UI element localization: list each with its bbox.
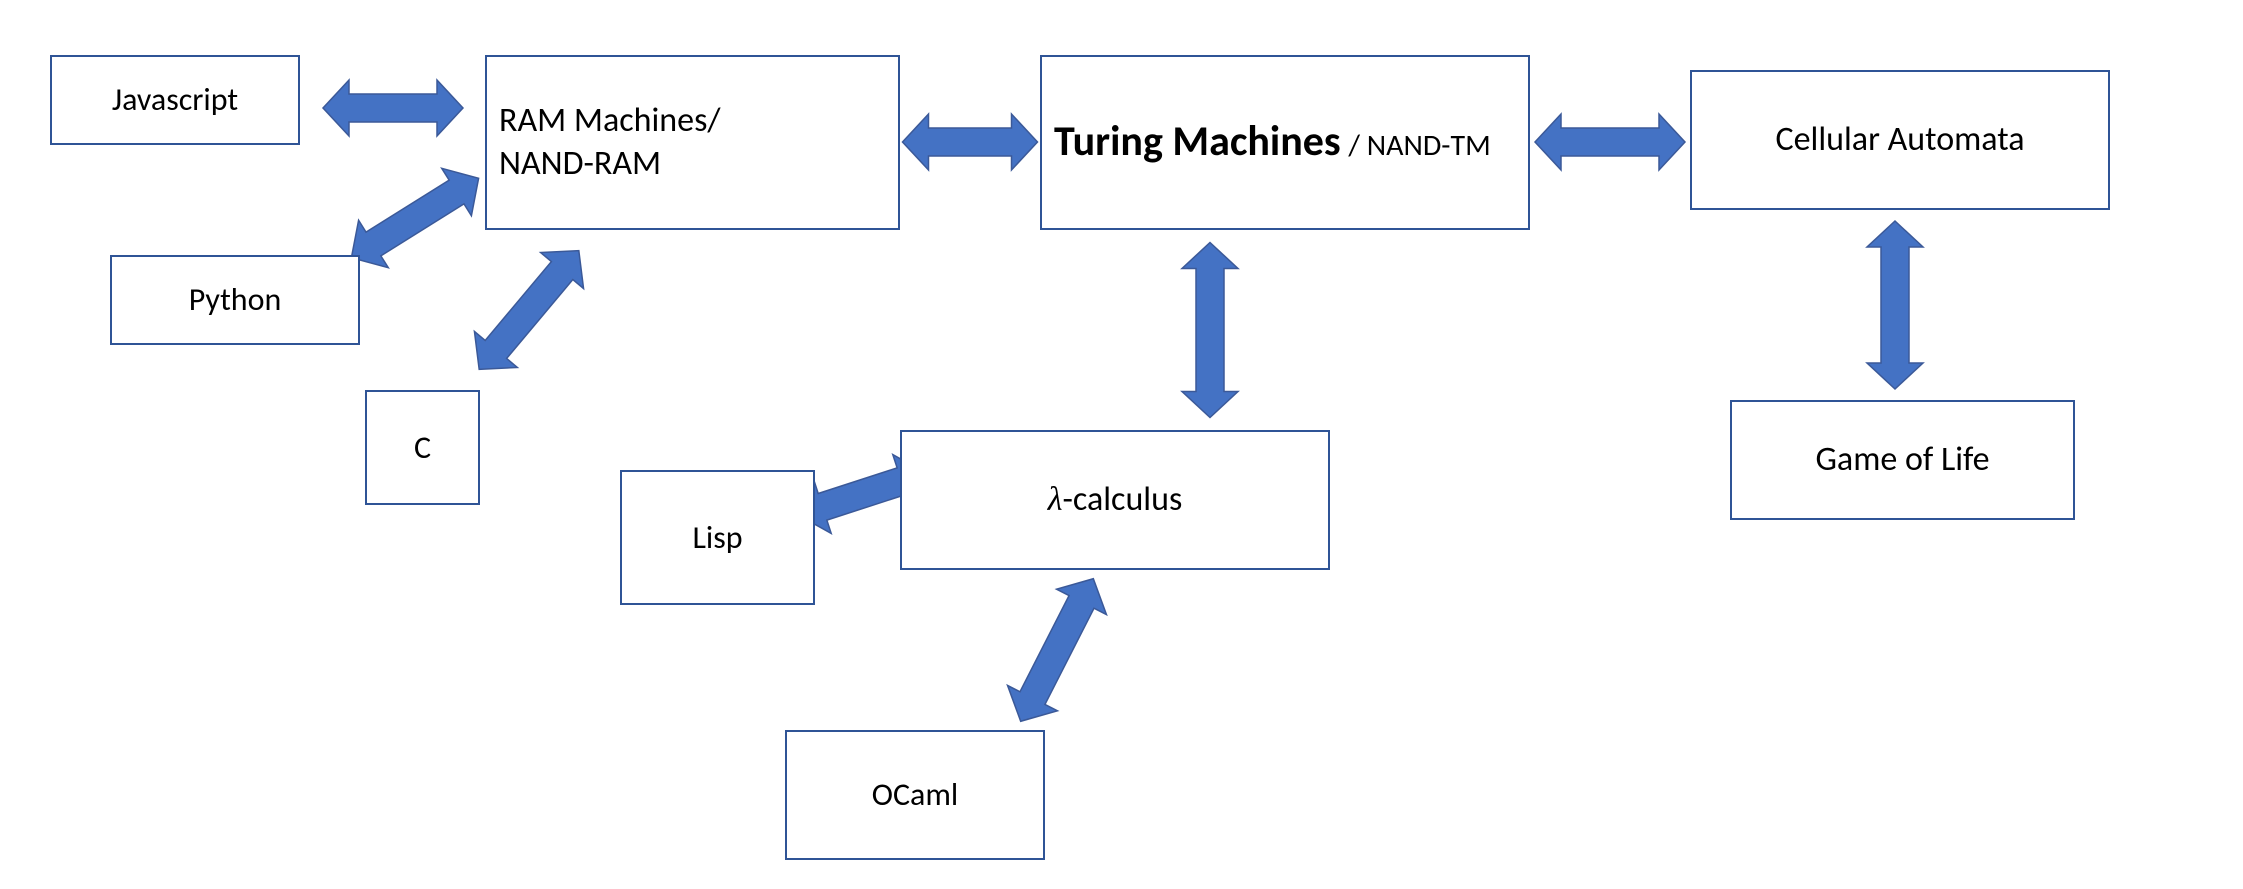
node-turing: Turing Machines / NAND-TM (1040, 55, 1530, 230)
node-gol: Game of Life (1730, 400, 2075, 520)
edge-ocaml-lambda (996, 566, 1119, 734)
edge-turing-cell (1535, 114, 1685, 170)
double-arrow-icon (1535, 114, 1685, 170)
node-label-ram: RAM Machines/NAND-RAM (499, 100, 886, 185)
edge-python-ram (337, 155, 494, 282)
double-arrow-icon (337, 155, 494, 282)
node-label-ocaml: OCaml (799, 775, 1031, 815)
edge-cell-gol (1867, 221, 1923, 389)
node-python: Python (110, 255, 360, 345)
node-label-lambda: λ-calculus (914, 479, 1316, 522)
diagram-canvas: Javascript Python C RAM Machines/NAND-RAM Tu… (0, 0, 2243, 889)
node-label-python: Python (124, 280, 346, 320)
double-arrow-icon (323, 80, 463, 136)
node-ocaml: OCaml (785, 730, 1045, 860)
edge-turing-lambda (1182, 243, 1238, 418)
edge-c-ram (458, 233, 601, 388)
node-label-lisp: Lisp (634, 518, 801, 558)
double-arrow-icon (1867, 221, 1923, 389)
edge-ram-turing (903, 114, 1038, 170)
node-lambda: λ-calculus (900, 430, 1330, 570)
node-cellular: Cellular Automata (1690, 70, 2110, 210)
edge-js-ram (323, 80, 463, 136)
node-c: C (365, 390, 480, 505)
double-arrow-icon (458, 233, 601, 388)
double-arrow-icon (1182, 243, 1238, 418)
node-ram: RAM Machines/NAND-RAM (485, 55, 900, 230)
node-label-gol: Game of Life (1744, 439, 2061, 482)
node-label-c: C (379, 428, 466, 468)
node-label-javascript: Javascript (64, 80, 286, 120)
node-label-turing: Turing Machines / NAND-TM (1054, 116, 1516, 169)
node-lisp: Lisp (620, 470, 815, 605)
node-javascript: Javascript (50, 55, 300, 145)
double-arrow-icon (996, 566, 1119, 734)
double-arrow-icon (903, 114, 1038, 170)
node-label-cellular: Cellular Automata (1704, 119, 2096, 162)
